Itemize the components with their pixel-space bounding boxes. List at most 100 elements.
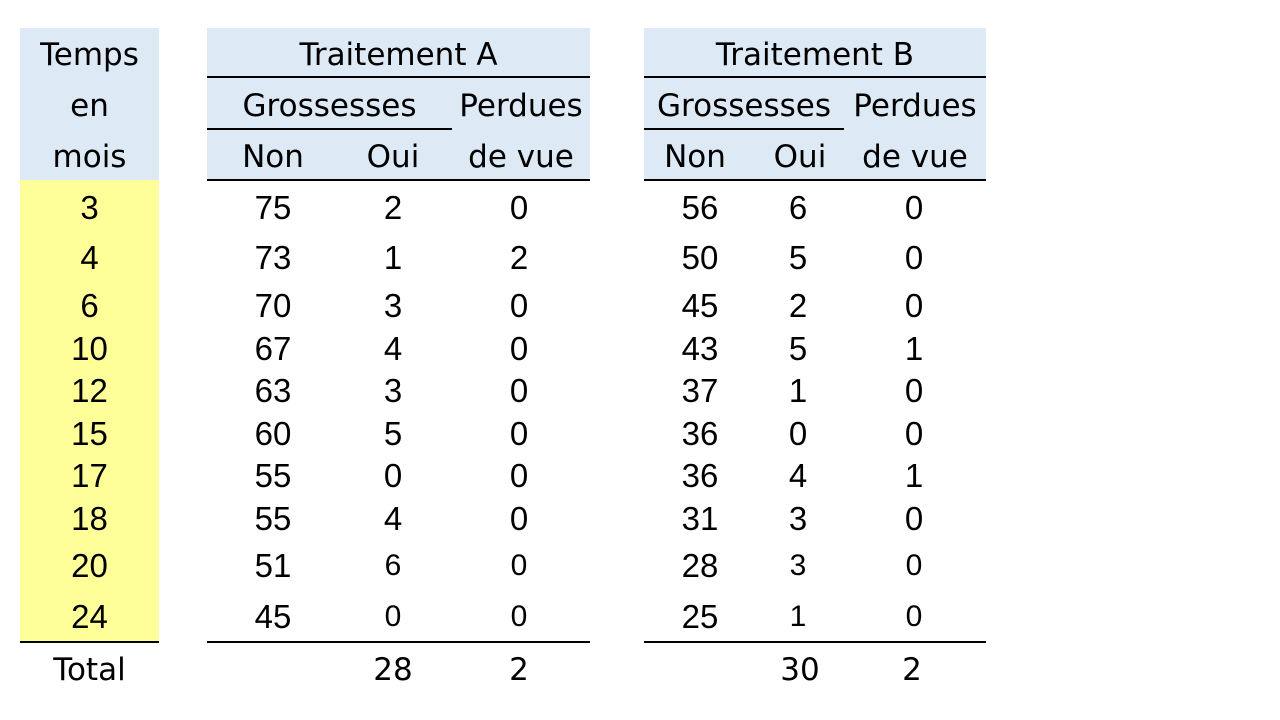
group-b-non-cell: 56: [681, 189, 719, 226]
time-value: 3: [80, 189, 99, 226]
time-header-line-3: mois: [52, 139, 127, 175]
group-a-oui-cell: 1: [383, 239, 403, 276]
time-bottom-rule: [20, 641, 159, 643]
group-b-lost-cell: 0: [904, 287, 924, 324]
group-a-oui-cell: 0: [383, 457, 403, 494]
time-value: 12: [71, 372, 108, 409]
group-a-oui-cell: 0: [384, 600, 402, 633]
group-b-oui-cell: 4: [788, 457, 808, 494]
time-value: 17: [71, 457, 108, 494]
time-values-background: [20, 180, 159, 642]
group-b-non-cell: 36: [681, 415, 719, 452]
group-a-non-cell: 55: [254, 457, 292, 494]
group-b-lost-cell: 1: [904, 457, 924, 494]
group-a-oui-cell: 6: [384, 549, 402, 582]
group-a-lost-cell: 0: [509, 287, 529, 324]
group-a-lost-cell: 0: [509, 189, 529, 226]
time-value: 6: [80, 287, 99, 324]
group-a-pregnancies-rule: [207, 128, 452, 130]
group-a-title-rule: [207, 76, 590, 78]
group-b-oui-cell: 3: [789, 549, 807, 582]
group-b-lost-cell: 0: [904, 372, 924, 409]
group-a-lost-cell: 0: [509, 500, 529, 537]
group-a-lost-cell: 0: [509, 457, 529, 494]
group-b-non-cell: 37: [681, 372, 719, 409]
group-b-non-cell: 31: [681, 500, 719, 537]
time-value: 15: [71, 415, 108, 452]
group-b-oui-cell: 5: [788, 239, 808, 276]
group-a-total-lost: 2: [509, 652, 529, 688]
group-a-header-rule: [207, 179, 590, 181]
group-b-bottom-rule: [644, 641, 986, 643]
group-b-header-rule: [644, 179, 986, 181]
group-a-non-cell: 45: [254, 598, 292, 635]
group-a-lost-cell: 2: [509, 239, 529, 276]
group-b-lost-label-1: Perdues: [853, 88, 977, 124]
group-a-header-background: [207, 28, 590, 180]
group-b-lost-cell: 1: [904, 330, 924, 367]
total-label: Total: [53, 652, 126, 688]
group-a-non-cell: 51: [254, 547, 292, 584]
group-b-lost-cell: 0: [905, 600, 923, 633]
group-b-oui-cell: 2: [788, 287, 808, 324]
time-value: 20: [71, 547, 108, 584]
group-b-oui-cell: 1: [788, 372, 808, 409]
group-a-title: Traitement A: [299, 37, 498, 73]
group-a-bottom-rule: [207, 641, 590, 643]
group-b-non-cell: 36: [681, 457, 719, 494]
group-b-title: Traitement B: [715, 37, 915, 73]
group-a-lost-cell: 0: [509, 415, 529, 452]
group-a-pregnancies-label: Grossesses: [242, 88, 417, 124]
group-a-lost-label-2: de vue: [468, 139, 574, 175]
group-b-non-cell: 28: [681, 547, 719, 584]
time-value: 24: [71, 598, 108, 635]
group-b-non-cell: 43: [681, 330, 719, 367]
group-b-col-non: Non: [664, 139, 726, 175]
group-a-oui-cell: 2: [383, 189, 403, 226]
time-value: 18: [71, 500, 108, 537]
group-a-lost-cell: 0: [509, 330, 529, 367]
group-a-non-cell: 60: [254, 415, 292, 452]
group-b-oui-cell: 1: [789, 600, 807, 633]
group-b-header-background: [644, 28, 986, 180]
time-header-background: [20, 28, 159, 180]
group-b-title-rule: [644, 76, 986, 78]
group-a-oui-cell: 3: [383, 287, 403, 324]
group-a-oui-cell: 4: [383, 500, 403, 537]
group-a-oui-cell: 4: [383, 330, 403, 367]
group-a-lost-label-1: Perdues: [459, 88, 583, 124]
group-a-non-cell: 63: [254, 372, 292, 409]
group-b-lost-label-2: de vue: [862, 139, 968, 175]
group-b-total-oui: 30: [780, 652, 820, 688]
group-b-non-cell: 25: [681, 598, 719, 635]
group-b-col-oui: Oui: [773, 139, 827, 175]
group-a-col-oui: Oui: [366, 139, 420, 175]
group-a-col-non: Non: [242, 139, 304, 175]
group-b-oui-cell: 3: [788, 500, 808, 537]
group-a-oui-cell: 3: [383, 372, 403, 409]
group-a-lost-cell: 0: [510, 549, 528, 582]
group-b-lost-cell: 0: [904, 239, 924, 276]
group-a-non-cell: 70: [254, 287, 292, 324]
group-b-non-cell: 45: [681, 287, 719, 324]
group-b-lost-cell: 0: [904, 189, 924, 226]
group-b-non-cell: 50: [681, 239, 719, 276]
group-b-lost-cell: 0: [904, 500, 924, 537]
group-a-total-oui: 28: [373, 652, 413, 688]
group-b-total-lost: 2: [902, 652, 922, 688]
group-b-oui-cell: 0: [788, 415, 808, 452]
group-a-non-cell: 67: [254, 330, 292, 367]
time-header-line-1: Temps: [40, 37, 139, 73]
group-b-lost-cell: 0: [905, 549, 923, 582]
group-a-lost-cell: 0: [509, 372, 529, 409]
time-header-line-2: en: [70, 88, 109, 124]
group-a-oui-cell: 5: [383, 415, 403, 452]
group-a-lost-cell: 0: [510, 600, 528, 633]
time-value: 4: [80, 239, 99, 276]
group-b-oui-cell: 6: [788, 189, 808, 226]
group-b-oui-cell: 5: [788, 330, 808, 367]
group-b-pregnancies-rule: [644, 128, 844, 130]
group-b-pregnancies-label: Grossesses: [657, 88, 831, 124]
group-a-non-cell: 75: [254, 189, 292, 226]
time-value: 10: [71, 330, 108, 367]
